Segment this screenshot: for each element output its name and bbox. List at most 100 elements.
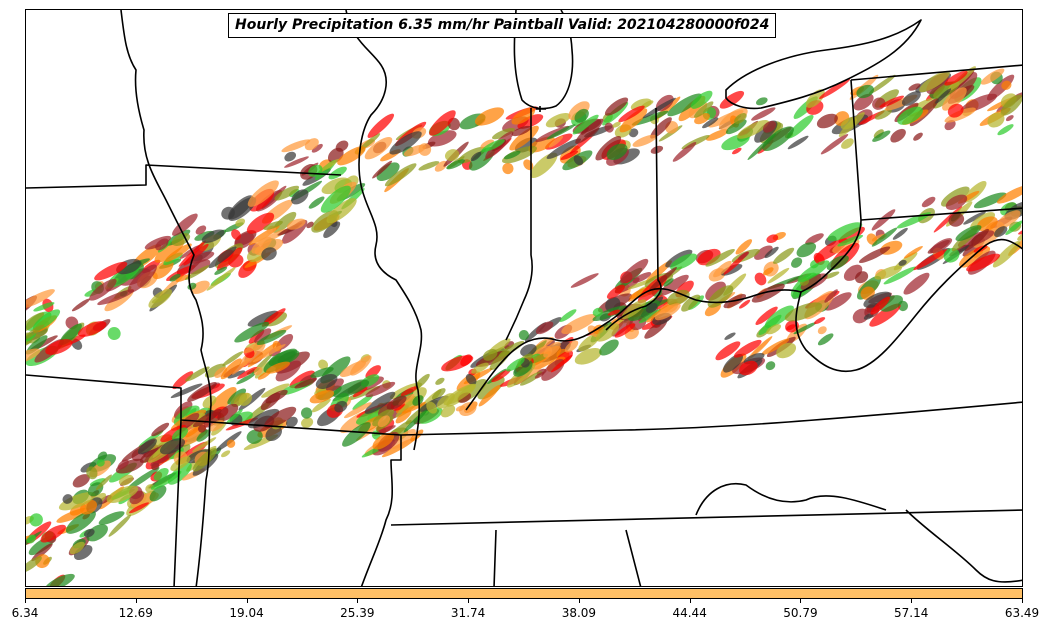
precip-blob bbox=[261, 247, 277, 261]
precip-blob bbox=[574, 108, 589, 123]
precip-blob bbox=[1005, 115, 1014, 122]
precip-blob bbox=[614, 323, 636, 338]
precip-blob bbox=[246, 429, 263, 444]
precip-blob bbox=[791, 257, 803, 268]
precip-blob bbox=[127, 467, 160, 490]
illinois-western-border bbox=[345, 10, 423, 451]
precip-blob bbox=[403, 144, 427, 157]
precip-blob bbox=[702, 117, 719, 129]
precip-blob bbox=[498, 340, 525, 358]
precip-blob bbox=[128, 502, 150, 514]
precip-blob bbox=[1021, 102, 1023, 114]
precip-blob bbox=[765, 361, 776, 371]
precip-blob bbox=[545, 340, 555, 348]
precip-blob bbox=[148, 288, 172, 309]
precip-blob bbox=[372, 432, 395, 450]
precip-blob bbox=[996, 210, 1021, 229]
precip-blob bbox=[72, 474, 90, 488]
precip-blob bbox=[386, 395, 407, 410]
precip-blob bbox=[762, 120, 777, 133]
precip-blob bbox=[595, 135, 622, 161]
precip-blob bbox=[247, 310, 279, 327]
colorbar-tick-label: 57.14 bbox=[894, 606, 929, 620]
precip-blob bbox=[751, 283, 785, 303]
precip-blob bbox=[26, 348, 41, 366]
precip-blob bbox=[574, 348, 602, 365]
precip-blob bbox=[921, 196, 936, 208]
precip-blob bbox=[800, 273, 828, 291]
precip-blob bbox=[784, 302, 823, 322]
precip-blob bbox=[645, 302, 658, 313]
precip-blob bbox=[764, 305, 794, 328]
indiana-eastern-border bbox=[605, 107, 662, 331]
state-boundaries bbox=[26, 10, 1022, 586]
precip-blob bbox=[320, 185, 351, 213]
precip-blob bbox=[457, 146, 486, 164]
precip-blob bbox=[225, 409, 243, 425]
precip-blob bbox=[827, 222, 863, 242]
precip-blob bbox=[644, 319, 668, 339]
precip-blob bbox=[304, 138, 319, 151]
precip-blob bbox=[334, 400, 348, 413]
precip-blob bbox=[231, 229, 241, 240]
precip-blob bbox=[300, 407, 313, 419]
precip-blob bbox=[919, 70, 950, 93]
precip-blob bbox=[471, 362, 489, 374]
precip-blob bbox=[573, 155, 584, 166]
precip-blob bbox=[482, 349, 498, 361]
precip-blob bbox=[204, 363, 226, 378]
precip-blob bbox=[955, 225, 982, 242]
precip-blob bbox=[820, 134, 849, 155]
precip-blob bbox=[26, 324, 45, 340]
precip-blob bbox=[773, 247, 795, 264]
precip-blob bbox=[996, 184, 1022, 204]
precip-blob bbox=[159, 438, 186, 455]
kentucky-tennessee-border bbox=[400, 401, 1022, 436]
colorbar-tick bbox=[689, 599, 691, 603]
precip-blob bbox=[980, 68, 1005, 85]
precip-blob bbox=[535, 321, 554, 335]
precip-blob bbox=[318, 158, 340, 173]
precip-blob bbox=[725, 119, 747, 135]
precip-blob bbox=[98, 511, 125, 525]
precip-blob bbox=[252, 344, 286, 363]
precip-blob bbox=[903, 272, 930, 295]
precip-blob bbox=[264, 406, 297, 429]
precip-blob bbox=[323, 221, 341, 238]
precip-blob bbox=[266, 361, 290, 374]
precip-blob bbox=[693, 101, 714, 118]
precip-blob bbox=[722, 353, 744, 373]
precip-blob bbox=[326, 198, 357, 224]
precip-blob bbox=[805, 233, 824, 245]
precip-blob bbox=[376, 162, 400, 182]
precip-blob bbox=[455, 405, 466, 412]
precip-blob bbox=[247, 408, 280, 429]
precip-blob bbox=[903, 246, 923, 259]
precip-blob bbox=[71, 298, 91, 312]
precip-blob bbox=[761, 338, 790, 355]
precip-blob bbox=[638, 309, 661, 324]
colorbar-tick-label: 25.39 bbox=[340, 606, 375, 620]
precip-blob bbox=[572, 114, 599, 135]
colorbar-tick-label: 12.69 bbox=[118, 606, 153, 620]
precip-blob bbox=[670, 253, 698, 271]
precip-blob bbox=[286, 218, 306, 230]
iowa-missouri-border bbox=[26, 164, 342, 189]
precip-blob bbox=[992, 240, 1021, 268]
precip-blob bbox=[997, 124, 1014, 136]
precip-blob bbox=[172, 213, 198, 236]
precip-blob bbox=[237, 366, 258, 379]
precip-blob bbox=[607, 309, 621, 316]
precip-blob bbox=[855, 271, 869, 284]
precip-blob bbox=[389, 131, 422, 155]
precip-blob bbox=[824, 292, 852, 311]
precip-blob bbox=[310, 367, 334, 378]
precip-blob bbox=[898, 259, 907, 266]
precip-blob bbox=[944, 70, 968, 86]
precip-blob bbox=[58, 492, 96, 511]
tennessee-south-border bbox=[390, 509, 1022, 526]
precip-blob bbox=[311, 398, 331, 413]
precip-blob bbox=[115, 458, 144, 474]
precip-blob bbox=[947, 103, 964, 118]
precip-blob bbox=[26, 556, 42, 573]
